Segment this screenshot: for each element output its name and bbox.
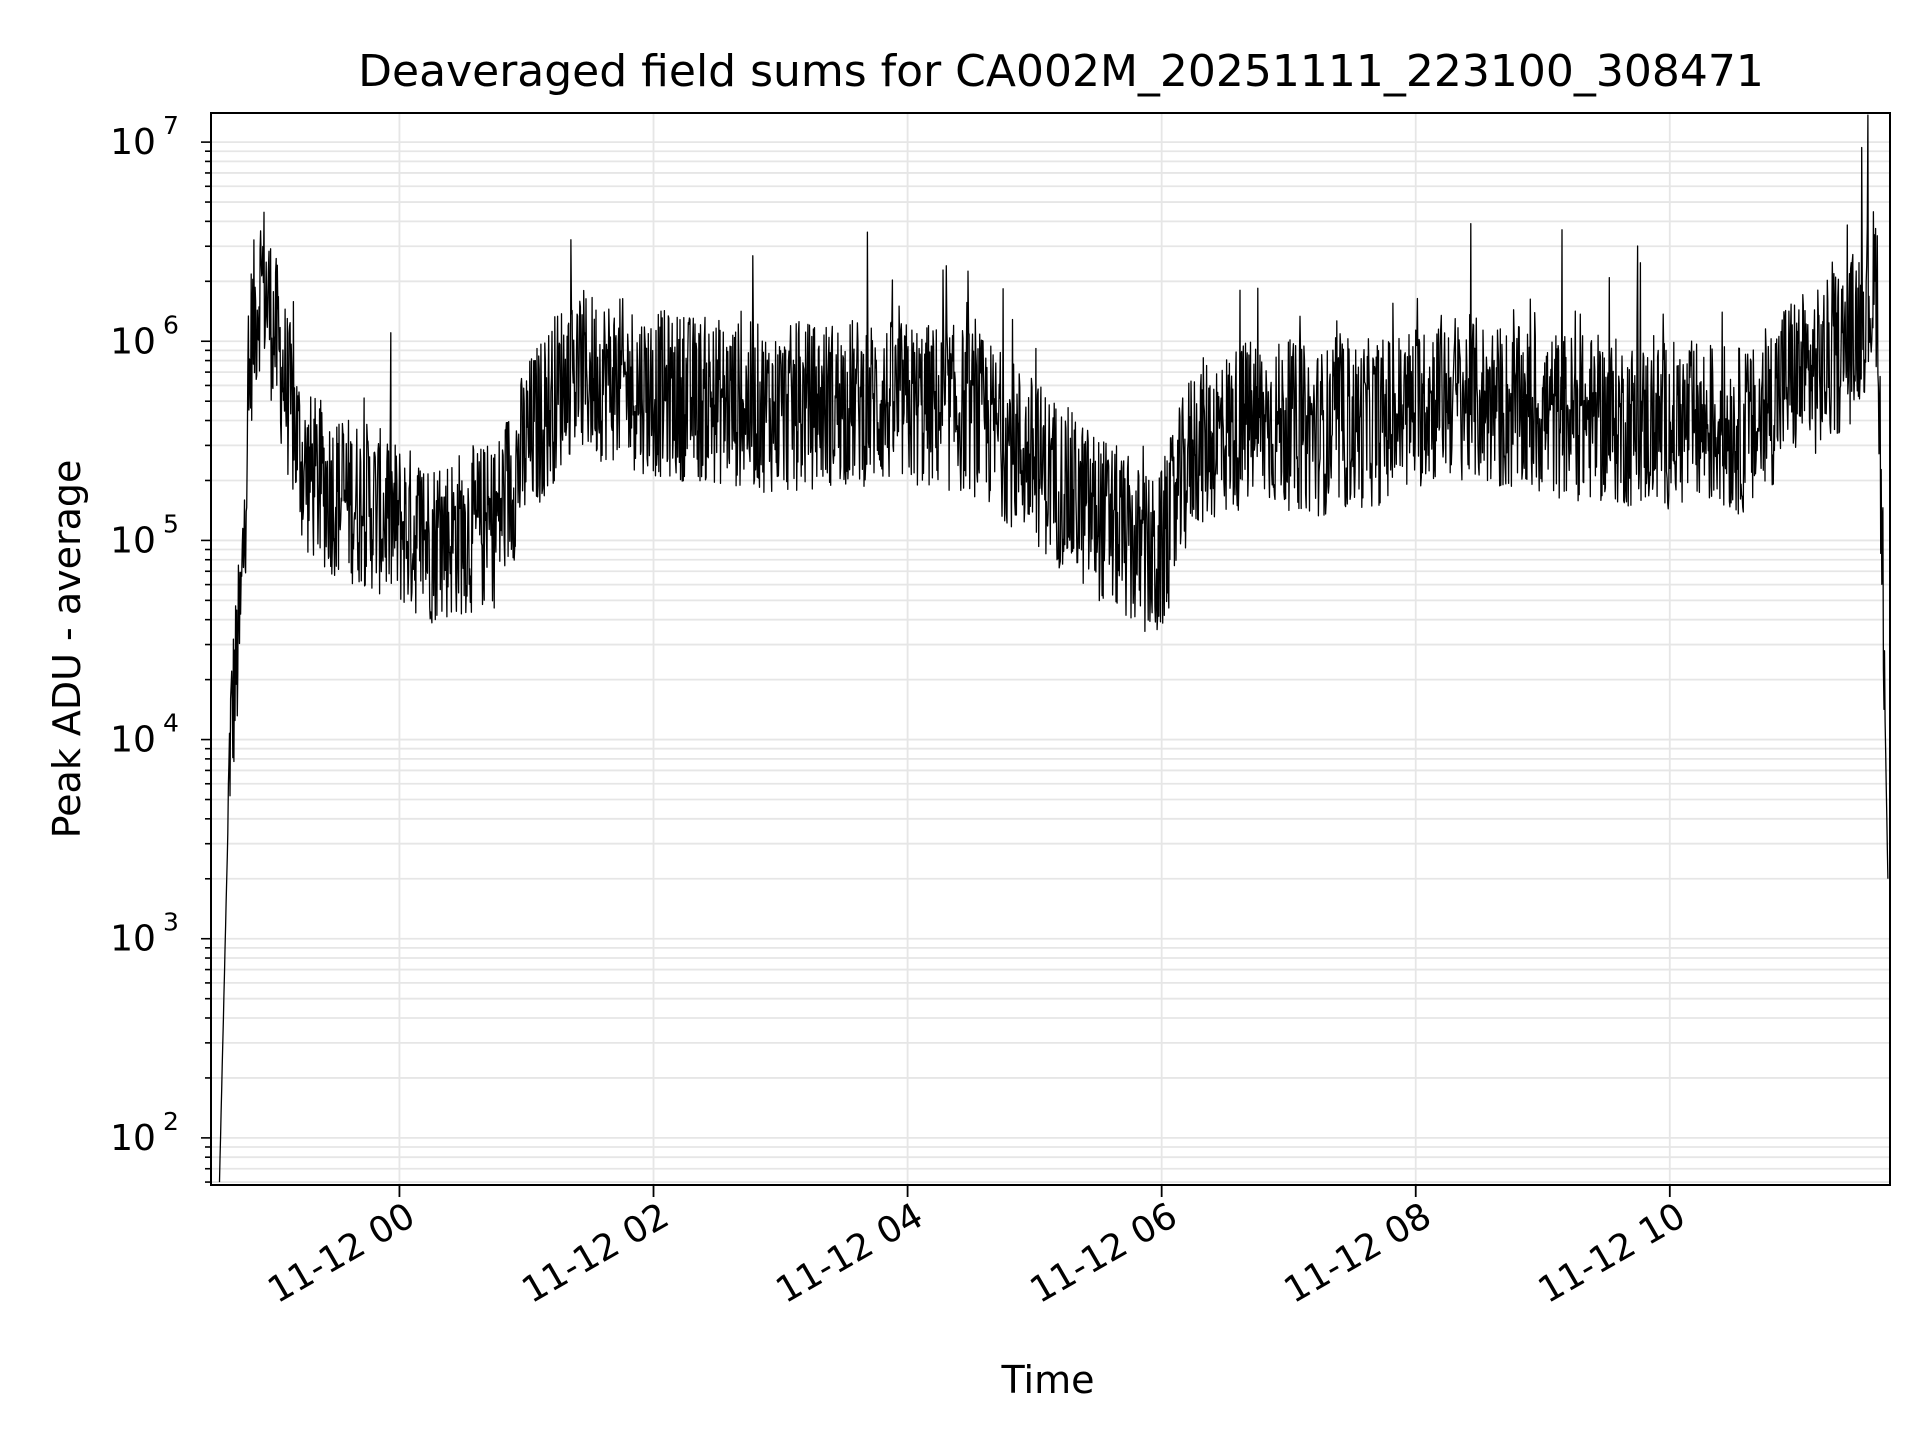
y-tick-exponent: 4 (163, 709, 179, 738)
y-tick-exponent: 7 (163, 111, 179, 140)
y-tick-label: 10 (110, 321, 156, 362)
y-tick-label: 10 (110, 122, 156, 163)
y-tick-label: 10 (110, 720, 156, 761)
series-line (218, 114, 1889, 1183)
y-tick-exponent: 2 (163, 1107, 179, 1136)
y-tick-label: 10 (110, 520, 156, 561)
x-axis-label: Time (1001, 1358, 1095, 1402)
y-axis-label: Peak ADU - average (45, 460, 89, 839)
y-tick-exponent: 3 (163, 908, 179, 937)
chart-title: Deaveraged field sums for CA002M_2025111… (358, 46, 1764, 97)
y-tick-label: 10 (110, 1118, 156, 1159)
y-tick-label: 10 (110, 919, 156, 960)
axes-frame (210, 112, 1891, 1186)
y-tick-exponent: 5 (163, 509, 179, 538)
y-tick-exponent: 6 (163, 310, 179, 339)
series-line-group (218, 114, 1889, 1183)
